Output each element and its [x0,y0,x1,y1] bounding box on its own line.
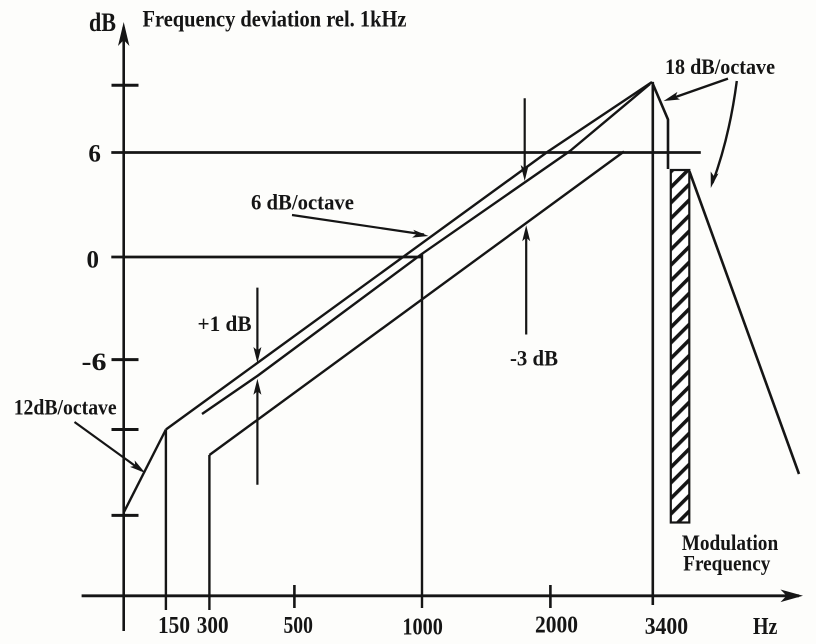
svg-text:dB: dB [89,8,116,37]
svg-text:-3 dB: -3 dB [510,346,558,371]
svg-text:150: 150 [158,613,190,639]
svg-text:1000: 1000 [402,615,442,641]
svg-text:Frequency deviation rel. 1kHz: Frequency deviation rel. 1kHz [143,7,407,32]
svg-text:12dB/octave: 12dB/octave [14,395,117,420]
svg-text:500: 500 [284,613,313,639]
svg-text:Modulation: Modulation [682,530,779,555]
svg-text:6 dB/octave: 6 dB/octave [251,190,354,215]
svg-text:Hz: Hz [753,614,778,640]
svg-text:+1 dB: +1 dB [198,311,252,336]
svg-text:0: 0 [87,247,100,274]
svg-text:300: 300 [197,613,229,639]
svg-text:18 dB/octave: 18 dB/octave [665,54,775,79]
svg-text:2000: 2000 [535,613,578,639]
svg-text:6: 6 [88,141,101,168]
svg-text:3400: 3400 [645,614,688,640]
svg-text:-6: -6 [82,349,107,376]
svg-text:Frequency: Frequency [683,551,770,576]
